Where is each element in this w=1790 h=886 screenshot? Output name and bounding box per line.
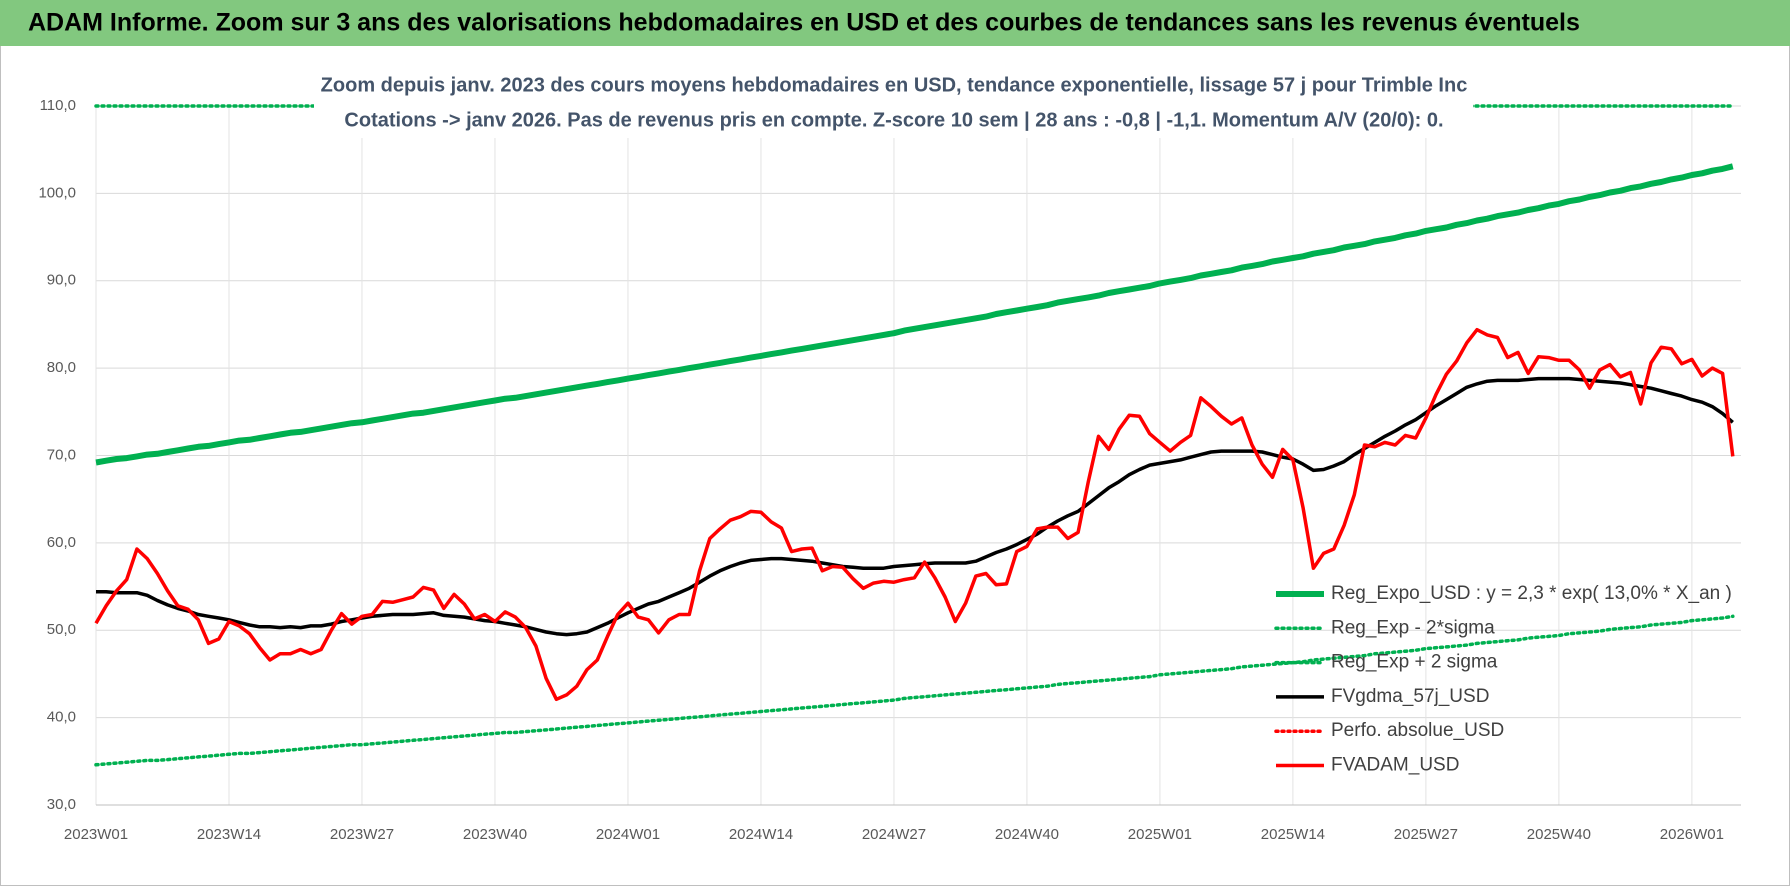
x-tick-label: 2025W40	[1527, 826, 1591, 843]
x-tick-label: 2024W40	[995, 826, 1059, 843]
chart-title: ADAM Informe. Zoom sur 3 ans des valoris…	[28, 9, 1580, 37]
x-tick-label: 2023W40	[463, 826, 527, 843]
legend-label: FVADAM_USD	[1331, 755, 1459, 776]
x-tick-label: 2023W14	[197, 826, 261, 843]
subtitle-box: Zoom depuis janv. 2023 des cours moyens …	[314, 68, 1473, 138]
series-line	[94, 327, 1735, 702]
subtitle-background	[314, 68, 1473, 138]
x-tick-label: 2023W27	[330, 826, 394, 843]
legend-label: Reg_Exp - 2*sigma	[1331, 617, 1495, 638]
x-tick-label: 2025W14	[1261, 826, 1325, 843]
y-tick-label: 80,0	[47, 359, 76, 376]
x-tick-label: 2023W01	[64, 826, 128, 843]
x-tick-label: 2025W27	[1394, 826, 1458, 843]
y-tick-label: 60,0	[47, 534, 76, 551]
x-tick-label: 2024W14	[729, 826, 793, 843]
y-tick-label: 50,0	[47, 621, 76, 638]
y-tick-label: 30,0	[47, 796, 76, 813]
title-bar	[0, 0, 1790, 46]
series-line	[94, 614, 1735, 767]
series-line	[95, 163, 1734, 466]
y-tick-label: 40,0	[47, 709, 76, 726]
subtitle: Zoom depuis janv. 2023 des cours moyens …	[321, 74, 1468, 96]
x-tick-label: 2024W27	[862, 826, 926, 843]
legend-label: Reg_Expo_USD : y = 2,3 * exp( 13,0% * X_…	[1331, 583, 1732, 604]
legend-label: FVgdma_57j_USD	[1331, 686, 1489, 707]
y-tick-label: 100,0	[38, 184, 76, 201]
x-tick-label: 2026W01	[1660, 826, 1724, 843]
y-tick-label: 70,0	[47, 446, 76, 463]
subtitle: Cotations -> janv 2026. Pas de revenus p…	[344, 109, 1443, 131]
y-tick-label: 110,0	[40, 97, 76, 114]
legend-label: Perfo. absolue_USD	[1331, 720, 1504, 741]
y-tick-label: 90,0	[47, 272, 76, 289]
legend-label: Reg_Exp + 2 sigma	[1331, 652, 1498, 673]
x-tick-label: 2024W01	[596, 826, 660, 843]
x-tick-label: 2025W01	[1128, 826, 1192, 843]
